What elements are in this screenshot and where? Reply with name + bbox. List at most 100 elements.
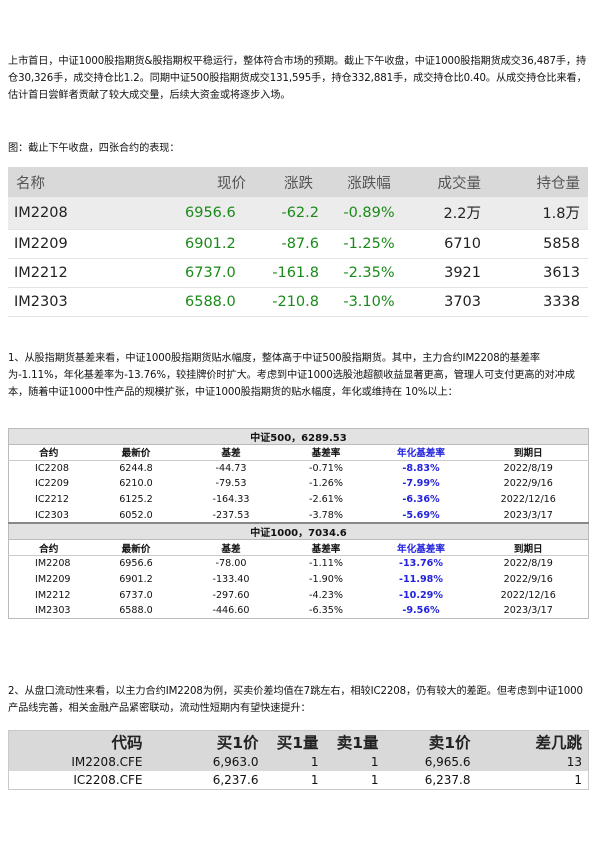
- liquidity-paragraph: 2、从盘口流动性来看，以主力合约IM2208为例，买卖价差均值在7跳左右，相较I…: [8, 686, 583, 714]
- basis-rate: -1.90%: [309, 573, 343, 585]
- col-header-latest-price: 最新价: [88, 539, 184, 557]
- latest-price: 6901.2: [119, 573, 153, 585]
- contract-name: IC2212: [35, 494, 69, 506]
- contract-name: IM2303: [35, 605, 71, 617]
- tick-diff: 1: [574, 772, 582, 787]
- latest-price: 6737.0: [119, 589, 153, 601]
- annualized-basis-rate: -5.69%: [402, 509, 440, 521]
- table-row: IM2212 6737.0 -297.60 -4.23% -10.29% 2022/12/…: [9, 587, 589, 603]
- ask-volume: 1: [324, 753, 385, 771]
- table-row: IM2212 6737.0 -161.8 -2.35% 3921 3613: [8, 258, 588, 288]
- open-interest: 5858: [495, 229, 588, 259]
- open-interest: 3613: [495, 258, 588, 288]
- price: 6737.0: [175, 258, 252, 288]
- basis-rate: -0.71%: [309, 462, 343, 474]
- latest-price: 6052.0: [119, 509, 153, 521]
- change-pct: -2.35%: [325, 258, 413, 288]
- volume: 3921: [413, 258, 495, 288]
- col-header-change: 涨跌: [252, 167, 325, 197]
- change: -210.8: [252, 287, 325, 317]
- open-interest: 3338: [495, 287, 588, 317]
- latest-price: 6588.0: [119, 605, 153, 617]
- col-header-basis-rate: 基差率: [278, 539, 374, 557]
- latest-price: 6125.2: [119, 494, 153, 506]
- contract-quote-table: 名称 现价 涨跌 涨跌幅 成交量 持仓量 IM2208 6956.6 -62.2…: [8, 167, 588, 317]
- annualized-basis-rate: -13.76%: [399, 558, 443, 570]
- col-header-open-interest: 持仓量: [495, 167, 588, 197]
- table-row: IM2303 6588.0 -446.60 -6.35% -9.56% 2023/3/17: [9, 603, 589, 619]
- price: 6901.2: [175, 229, 252, 259]
- annualized-basis-rate: -7.99%: [402, 478, 440, 490]
- col-header-contract-name: 合约: [8, 539, 89, 557]
- col-header-price: 现价: [175, 167, 252, 197]
- basis-rate: -1.11%: [309, 558, 343, 570]
- table-row: IM2208 6956.6 -62.2 -0.89% 2.2万 1.8万: [8, 197, 588, 230]
- col-header-expiry-date: 到期日: [468, 444, 589, 461]
- change-pct: -3.10%: [325, 287, 413, 317]
- open-interest: 1.8万: [495, 197, 588, 230]
- annualized-basis-rate: -10.29%: [399, 589, 443, 601]
- change-pct: -1.25%: [325, 229, 413, 259]
- table-row: IM2209 6901.2 -87.6 -1.25% 6710 5858: [8, 229, 588, 259]
- table-row: IC2209 6210.0 -79.53 -1.26% -7.99% 2022/9/16: [9, 476, 589, 492]
- table-row: IC2303 6052.0 -237.53 -3.78% -5.69% 2023/3/17: [9, 508, 589, 524]
- expiry-date: 2022/8/19: [503, 462, 553, 474]
- table-row: IM2208.CFE 6,963.0 1 1 6,965.6 13: [8, 753, 589, 771]
- col-header-name: 名称: [8, 167, 175, 197]
- annualized-basis-rate: -11.98%: [399, 573, 443, 585]
- col-header-change-pct: 涨跌幅: [325, 167, 413, 197]
- basis: -79.53: [215, 478, 247, 490]
- col-header-annualized-basis-rate: 年化基差率: [373, 444, 469, 461]
- expiry-date: 2023/3/17: [503, 605, 553, 617]
- table-row: IC2208.CFE 6,237.6 1 1 6,237.8 1: [9, 771, 589, 789]
- basis-rate: -6.35%: [309, 605, 343, 617]
- change: -161.8: [252, 258, 325, 288]
- code: IC2208.CFE: [73, 772, 143, 787]
- basis-rate: -2.61%: [309, 494, 343, 506]
- latest-price: 6244.8: [119, 462, 153, 474]
- expiry-date: 2022/12/16: [500, 589, 556, 601]
- basis: -78.00: [215, 558, 247, 570]
- basis-header-row: 合约 最新价 基差 基差率 年化基差率 到期日: [8, 539, 589, 557]
- volume: 3703: [413, 287, 495, 317]
- contract-name: IC2209: [35, 478, 69, 490]
- group-title: 中证500，6289.53: [8, 428, 589, 445]
- figure-caption: 图：截止下午收盘，四张合约的表现：: [8, 143, 180, 154]
- volume: 6710: [413, 229, 495, 259]
- expiry-date: 2022/9/16: [503, 478, 553, 490]
- table-row: IM2303 6588.0 -210.8 -3.10% 3703 3338: [8, 287, 588, 317]
- basis: -446.60: [212, 605, 250, 617]
- col-header-basis: 基差: [183, 539, 279, 557]
- ask-price: 6,237.8: [424, 772, 471, 787]
- basis-analysis-paragraph: 1、从股指期货基差来看，中证1000股指期货贴水幅度，整体高于中证500股指期货…: [8, 353, 575, 398]
- col-header-tick-diff: 差几跳: [476, 730, 589, 753]
- annualized-basis-rate: -9.56%: [402, 605, 440, 617]
- basis: -297.60: [212, 589, 250, 601]
- col-header-code: 代码: [8, 730, 149, 753]
- basis-rate: -1.26%: [309, 478, 343, 490]
- basis: -133.40: [212, 573, 250, 585]
- contract-name: IM2209: [35, 573, 71, 585]
- contract-name: IM2209: [8, 229, 175, 259]
- basis-rate: -3.78%: [309, 509, 343, 521]
- bid-volume: 1: [310, 772, 319, 787]
- latest-price: 6956.6: [119, 558, 153, 570]
- expiry-date: 2023/3/17: [503, 509, 553, 521]
- basis-table-body: 中证500，6289.53 合约 最新价 基差 基差率 年化基差率 到期日 IC2208 624…: [8, 428, 589, 619]
- table-row: IC2212 6125.2 -164.33 -2.61% -6.36% 2022/12/1…: [9, 492, 589, 508]
- annualized-basis-rate: -8.83%: [402, 462, 440, 474]
- group-title: 中证1000，7034.6: [8, 522, 589, 541]
- latest-price: 6210.0: [119, 478, 153, 490]
- expiry-date: 2022/8/19: [503, 558, 553, 570]
- contract-name: IC2303: [35, 509, 69, 521]
- change-pct: -0.89%: [325, 197, 413, 230]
- contract-name: IM2303: [8, 287, 175, 317]
- bid-volume: 1: [264, 753, 325, 771]
- contract-name: IM2208: [8, 197, 175, 230]
- basis: -237.53: [212, 509, 250, 521]
- col-header-latest-price: 最新价: [88, 444, 184, 461]
- group-title-row: 中证500，6289.53: [8, 428, 589, 445]
- col-header-expiry-date: 到期日: [468, 539, 589, 557]
- col-header-annualized-basis-rate: 年化基差率: [373, 539, 469, 557]
- contract-name: IC2208: [35, 462, 69, 474]
